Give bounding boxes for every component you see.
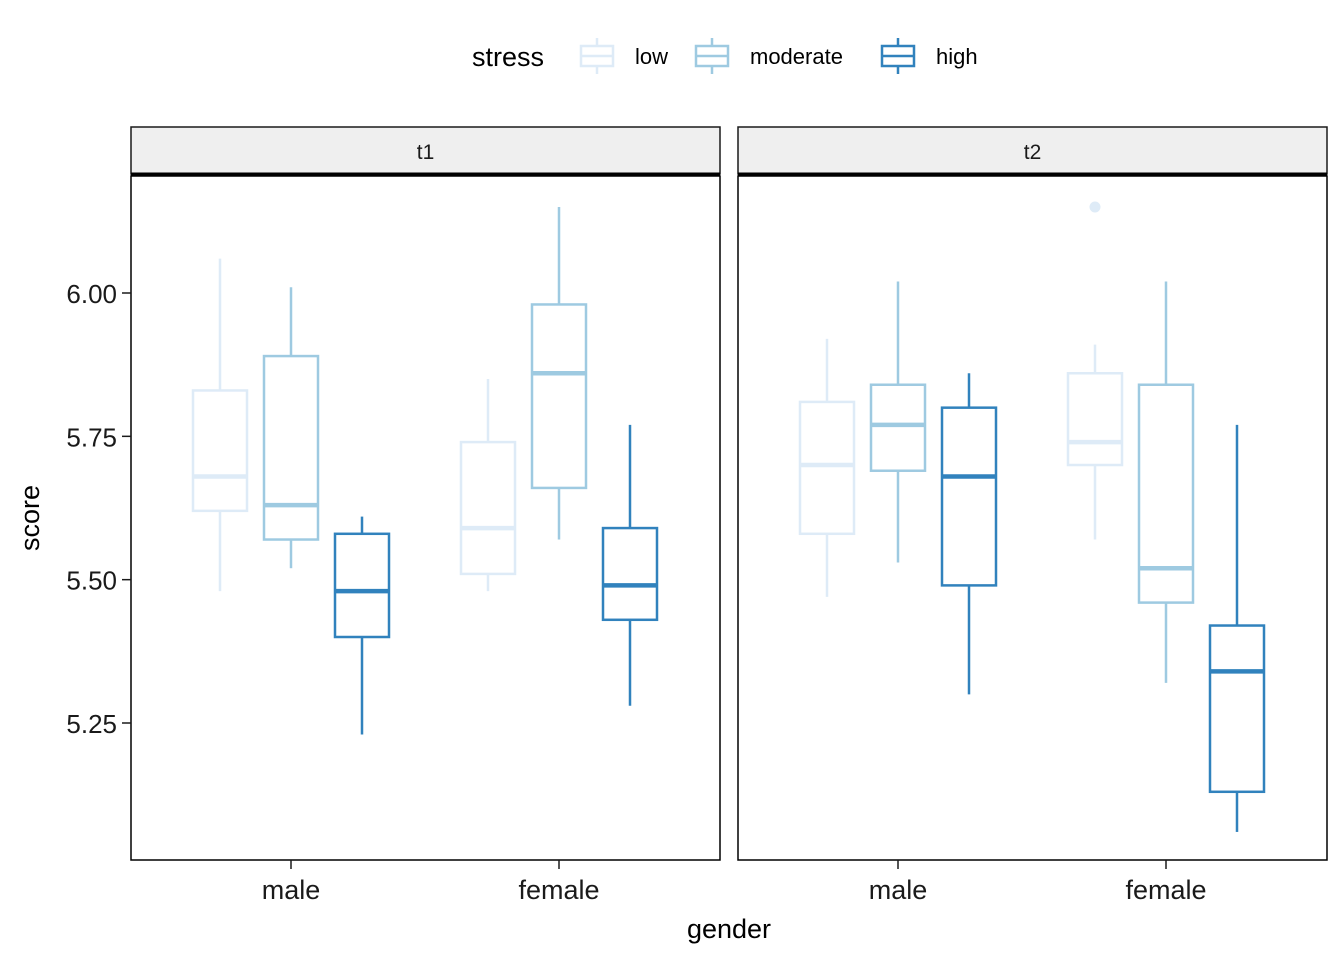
box-male-high bbox=[940, 373, 998, 695]
box-female-moderate bbox=[530, 207, 588, 540]
iqr-box bbox=[1208, 624, 1266, 794]
panels: t1 t2 bbox=[130, 126, 1328, 861]
iqr-box bbox=[262, 354, 320, 541]
legend-item-low: low bbox=[579, 38, 668, 74]
iqr-box bbox=[601, 526, 659, 622]
y-axis: 5.25 5.50 5.75 6.00 bbox=[66, 279, 131, 739]
box-male-high bbox=[333, 516, 391, 735]
y-tick-label: 5.25 bbox=[66, 709, 117, 739]
x-tick-label: female bbox=[518, 875, 599, 905]
x-axis-title: gender bbox=[687, 914, 771, 944]
legend-item-high: high bbox=[880, 38, 978, 74]
iqr-box bbox=[940, 406, 998, 587]
iqr-box bbox=[869, 383, 927, 472]
panel-border bbox=[737, 175, 1328, 861]
facet-panel-t2: t2 bbox=[737, 126, 1328, 861]
outlier-point bbox=[1089, 201, 1101, 213]
box-female-moderate bbox=[1137, 281, 1195, 683]
legend-label: low bbox=[635, 44, 668, 69]
iqr-box bbox=[530, 303, 588, 490]
box-male-moderate bbox=[262, 287, 320, 569]
box-female-high bbox=[601, 424, 659, 706]
iqr-box bbox=[798, 400, 856, 536]
y-tick-label: 5.75 bbox=[66, 422, 117, 452]
box-female-low bbox=[459, 379, 517, 592]
facet-strip-label: t2 bbox=[1024, 141, 1042, 164]
x-tick-label: male bbox=[869, 875, 928, 905]
iqr-box bbox=[333, 532, 391, 639]
box-male-moderate bbox=[869, 281, 927, 563]
facet-panel-t1: t1 bbox=[130, 126, 721, 861]
legend-label: moderate bbox=[750, 44, 843, 69]
legend: stress low moderate high bbox=[472, 38, 978, 74]
y-axis-title: score bbox=[15, 485, 45, 551]
box-male-low bbox=[798, 338, 856, 597]
box-male-low bbox=[191, 258, 249, 592]
legend-title: stress bbox=[472, 42, 544, 72]
box-female-low bbox=[1066, 201, 1124, 540]
y-tick-label: 6.00 bbox=[66, 279, 117, 309]
x-tick-label: female bbox=[1125, 875, 1206, 905]
x-tick-label: male bbox=[262, 875, 321, 905]
box-female-high bbox=[1208, 424, 1266, 832]
iqr-box bbox=[1066, 372, 1124, 467]
iqr-box bbox=[459, 440, 517, 576]
iqr-box bbox=[191, 389, 249, 513]
x-axis: male female male female bbox=[262, 860, 1207, 905]
y-tick-label: 5.50 bbox=[66, 566, 117, 596]
facet-strip bbox=[130, 126, 721, 175]
panel-border bbox=[130, 175, 721, 861]
facet-strip-label: t1 bbox=[417, 141, 435, 164]
legend-item-moderate: moderate bbox=[694, 38, 843, 74]
legend-label: high bbox=[936, 44, 978, 69]
